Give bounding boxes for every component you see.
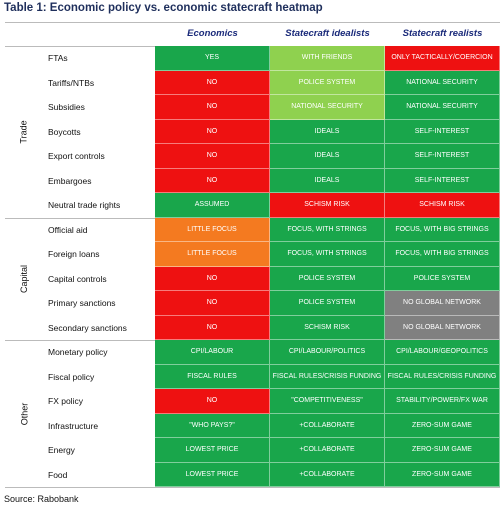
heatmap-cell: IDEALS: [270, 144, 385, 169]
heatmap-cell: LITTLE FOCUS: [155, 242, 270, 267]
group-label-text: Trade: [19, 120, 29, 144]
row-label: Infrastructure: [48, 420, 99, 431]
heatmap-cell: STABILITY/POWER/FX WAR: [385, 389, 500, 414]
row-label: Boycotts: [48, 126, 81, 137]
column-header: Economics: [187, 28, 238, 39]
row-label: Tariffs/NTBs: [48, 77, 95, 88]
heatmap-cell: NO: [155, 168, 270, 193]
heatmap-cell: NO: [155, 291, 270, 316]
heatmap-cell: IDEALS: [270, 168, 385, 193]
heatmap-cell: SELF-INTEREST: [385, 144, 500, 169]
row-label: Fiscal policy: [48, 371, 95, 382]
heatmap-cell: SELF-INTEREST: [385, 168, 500, 193]
row-label: Capital controls: [48, 273, 107, 284]
heatmap-cell: FOCUS, WITH BIG STRINGS: [385, 242, 500, 267]
heatmap-cell: "COMPETITIVENESS": [270, 389, 385, 414]
heatmap-cell: NO: [155, 315, 270, 340]
heatmap-cell: +COLLABORATE: [270, 438, 385, 463]
row-label: Primary sanctions: [48, 298, 116, 309]
heatmap-cell: CPI/LABOUR: [155, 340, 270, 365]
group-label: Other: [5, 340, 43, 487]
heatmap-cell: LOWEST PRICE: [155, 438, 270, 463]
heatmap-cell: CPI/LABOUR/GEOPOLITICS: [385, 340, 500, 365]
heatmap-cell: NO: [155, 95, 270, 120]
heatmap-cell: +COLLABORATE: [270, 413, 385, 438]
heatmap-cell: ONLY TACTICALLY/COERCION: [385, 46, 500, 71]
heatmap-cell: NATIONAL SECURITY: [385, 95, 500, 120]
heatmap-cell: "WHO PAYS?": [155, 413, 270, 438]
group-label-text: Capital: [18, 264, 29, 293]
heatmap-cell: SELF-INTEREST: [385, 119, 500, 144]
heatmap-cell: LOWEST PRICE: [155, 462, 270, 487]
heatmap-cell: IDEALS: [270, 119, 385, 144]
heatmap-cell: NO GLOBAL NETWORK: [385, 291, 500, 316]
heatmap-cell: FOCUS, WITH STRINGS: [270, 217, 385, 242]
heatmap-cell: FISCAL RULES/CRISIS FUNDING: [270, 364, 385, 389]
row-label: Energy: [48, 445, 75, 456]
heatmap-cell: NATIONAL SECURITY: [270, 95, 385, 120]
row-label: Secondary sanctions: [48, 322, 127, 333]
heatmap-cell: NO: [155, 389, 270, 414]
heatmap-cell: FOCUS, WITH STRINGS: [270, 242, 385, 267]
group-label: Capital: [5, 218, 43, 341]
row-label: Export controls: [48, 151, 105, 162]
column-header: Statecraft realists: [402, 28, 483, 39]
heatmap-cell: NO: [155, 119, 270, 144]
heatmap-cell: NO GLOBAL NETWORK: [385, 315, 500, 340]
row-label: Foreign loans: [48, 249, 100, 260]
source: Source: Rabobank: [4, 494, 79, 504]
heatmap-cell: NO: [155, 144, 270, 169]
heatmap-cell: ZERO-SUM GAME: [385, 438, 500, 463]
heatmap-cell: SCHISM RISK: [270, 315, 385, 340]
heatmap-cell: NATIONAL SECURITY: [385, 70, 500, 95]
row-label: FTAs: [48, 53, 68, 64]
heatmap-cell: LITTLE FOCUS: [155, 217, 270, 242]
heatmap-cell: WITH FRIENDS: [270, 46, 385, 71]
heatmap-cell: POLICE SYSTEM: [270, 70, 385, 95]
row-label: Embargoes: [48, 175, 92, 186]
heatmap-cell: SCHISM RISK: [385, 193, 500, 218]
group-label: Trade: [5, 46, 43, 218]
row-label: Subsidies: [48, 102, 85, 113]
row-label: Monetary policy: [48, 347, 108, 358]
heatmap-cell: SCHISM RISK: [270, 193, 385, 218]
heatmap-cell: NO: [155, 70, 270, 95]
row-label: FX policy: [48, 396, 83, 407]
heatmap-cell: FOCUS, WITH BIG STRINGS: [385, 217, 500, 242]
heatmap-cell: +COLLABORATE: [270, 462, 385, 487]
heatmap-cell: POLICE SYSTEM: [385, 266, 500, 291]
group-label-text: Other: [18, 402, 29, 425]
heatmap-cell: POLICE SYSTEM: [270, 291, 385, 316]
heatmap-cell: FISCAL RULES: [155, 364, 270, 389]
heatmap-cell: POLICE SYSTEM: [270, 266, 385, 291]
row-label: Food: [48, 469, 68, 480]
heatmap-cell: NO: [155, 266, 270, 291]
heatmap-cell: ZERO-SUM GAME: [385, 413, 500, 438]
title: Table 1: Economic policy vs. economic st…: [4, 2, 323, 14]
heatmap-cell: YES: [155, 46, 270, 71]
bottom-rule: [5, 487, 500, 488]
header-rule: [5, 22, 500, 23]
heatmap-cell: ZERO-SUM GAME: [385, 462, 500, 487]
column-header: Statecraft idealists: [285, 28, 370, 39]
row-label: Official aid: [48, 224, 88, 235]
heatmap-cell: ASSUMED: [155, 193, 270, 218]
heatmap-cell: FISCAL RULES/CRISIS FUNDING: [385, 364, 500, 389]
row-label: Neutral trade rights: [48, 200, 121, 211]
heatmap-cell: CPI/LABOUR/POLITICS: [270, 340, 385, 365]
